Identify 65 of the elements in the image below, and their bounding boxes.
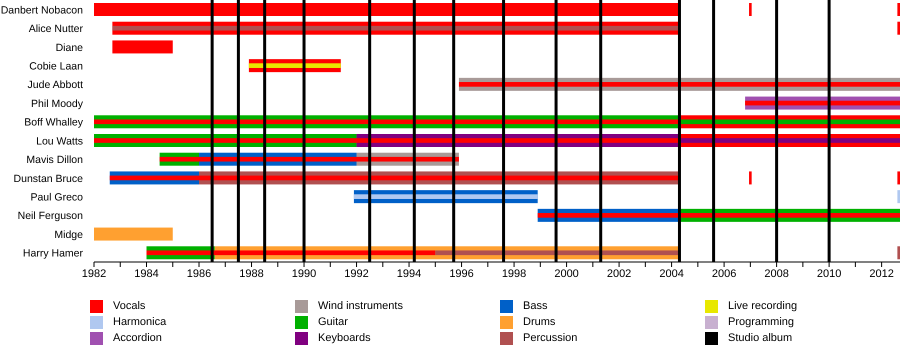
bar: [435, 250, 680, 256]
legend-label: Bass: [523, 300, 548, 312]
y-tick-label: Mavis Dillon: [26, 154, 84, 166]
y-tick-label: Dunstan Bruce: [14, 172, 84, 185]
y-tick-label: Alice Nutter: [28, 23, 84, 36]
legend-label: Programming: [728, 316, 794, 328]
bar: [94, 3, 680, 16]
x-tick-label: 2000: [554, 268, 579, 280]
legend-label: Keyboards: [318, 332, 371, 344]
bar: [538, 213, 900, 218]
legend-label: Live recording: [728, 300, 798, 312]
bar: [897, 246, 900, 260]
x-tick-label: 1992: [344, 268, 369, 280]
legend-label: Wind instruments: [318, 300, 403, 312]
x-tick-label: 1986: [186, 268, 212, 280]
y-tick-label: Danbert Nobacon: [0, 4, 84, 16]
bar: [110, 176, 680, 180]
x-tick-label: 2002: [606, 268, 632, 280]
bar: [112, 40, 173, 54]
x-tick-label: 1994: [396, 268, 422, 280]
x-tick-label: 1984: [134, 268, 159, 280]
bar: [354, 194, 538, 199]
bar: [94, 228, 173, 241]
y-tick-label: Midge: [54, 228, 84, 241]
y-tick-label: Jude Abbott: [28, 79, 84, 92]
x-tick-label: 2004: [659, 268, 684, 280]
x-tick-label: 2012: [869, 268, 894, 280]
bar: [749, 3, 752, 16]
y-tick-label: Neil Ferguson: [18, 210, 84, 222]
bar: [94, 138, 680, 143]
bar: [749, 171, 752, 184]
bar: [112, 26, 680, 31]
y-tick-label: Paul Greco: [30, 192, 84, 204]
bar: [679, 138, 900, 143]
legend-label: Accordion: [113, 332, 162, 344]
bar: [146, 250, 436, 256]
y-tick-label: Boff Whalley: [24, 116, 84, 129]
x-tick-label: 1990: [292, 268, 316, 280]
bar: [745, 100, 900, 106]
legend-label: Drums: [523, 316, 556, 328]
bar: [458, 82, 900, 87]
legend-label: Harmonica: [113, 316, 166, 328]
y-tick-label: Diane: [56, 42, 84, 54]
legend-label: Percussion: [523, 332, 578, 344]
legend-label: Studio album: [728, 332, 792, 344]
x-tick-label: 2010: [816, 268, 842, 280]
x-tick-label: 1998: [502, 268, 526, 280]
x-tick-label: 1996: [449, 268, 474, 280]
bar: [94, 119, 680, 124]
bar: [897, 22, 900, 35]
bar: [897, 3, 900, 16]
y-tick-label: Harry Hamer: [22, 248, 84, 260]
y-tick-label: Phil Moody: [31, 98, 84, 110]
x-tick-label: 1982: [82, 268, 106, 280]
x-tick-label: 2006: [712, 268, 736, 280]
x-tick-label: 1988: [239, 268, 264, 280]
x-tick-label: 2008: [764, 268, 789, 280]
y-tick-label: Cobie Laan: [29, 60, 84, 72]
bar: [248, 63, 341, 68]
legend-label: Vocals: [113, 300, 146, 312]
y-tick-label: Lou Watts: [36, 135, 83, 148]
bar: [679, 119, 900, 124]
bar: [897, 190, 900, 204]
bar: [897, 171, 900, 184]
legend-label: Guitar: [318, 316, 348, 328]
